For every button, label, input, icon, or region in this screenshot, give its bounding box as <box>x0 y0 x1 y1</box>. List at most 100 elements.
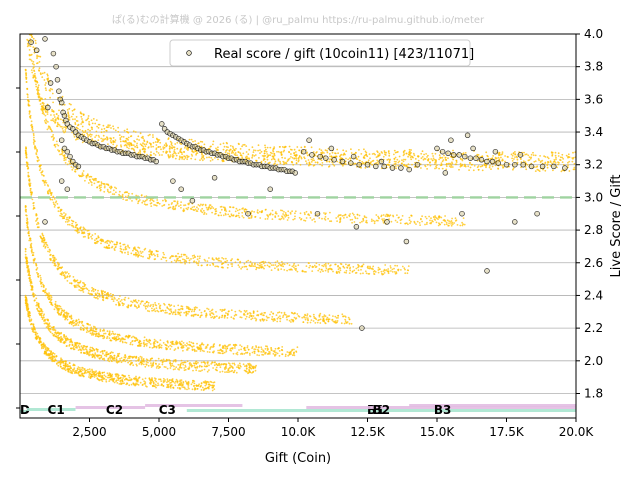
bg-point <box>180 147 183 150</box>
bg-point <box>39 274 42 277</box>
bg-point <box>175 204 178 207</box>
bg-point <box>244 208 247 211</box>
bg-point <box>380 270 383 273</box>
bg-point <box>79 348 81 351</box>
bg-point <box>377 266 380 269</box>
bg-point <box>450 223 452 225</box>
bg-point <box>40 105 43 108</box>
bg-point <box>87 292 90 295</box>
bg-point <box>191 206 194 209</box>
bg-point <box>152 382 155 385</box>
bg-point <box>311 265 314 268</box>
bg-point <box>344 316 347 318</box>
bg-point <box>114 243 116 246</box>
bg-point <box>223 363 226 365</box>
bg-point <box>107 357 110 360</box>
bg-point <box>88 351 91 354</box>
bg-point <box>246 268 249 271</box>
bg-point <box>79 321 81 323</box>
bg-point <box>171 153 174 156</box>
bg-point <box>260 264 263 266</box>
bg-point <box>26 219 28 222</box>
bg-point <box>295 269 297 272</box>
bg-point <box>61 213 63 216</box>
bg-point <box>54 143 56 146</box>
bg-point <box>71 320 74 323</box>
bg-point <box>197 264 200 267</box>
bg-point <box>384 215 387 218</box>
bg-point <box>327 269 329 271</box>
bg-point <box>246 346 249 349</box>
bg-point <box>143 382 146 385</box>
bg-point <box>111 358 114 360</box>
bg-point <box>24 250 27 253</box>
bg-point <box>295 350 297 353</box>
bg-point <box>56 261 59 264</box>
bg-point <box>130 378 133 381</box>
bg-point <box>205 387 208 390</box>
bg-point <box>241 266 244 269</box>
bg-point <box>448 165 451 168</box>
bg-point <box>67 338 70 341</box>
bg-point <box>86 288 89 291</box>
bg-point <box>242 207 244 210</box>
bg-point <box>27 230 30 233</box>
bg-point <box>108 293 110 296</box>
bg-point <box>41 312 43 315</box>
bg-point <box>344 320 347 323</box>
bg-point <box>369 157 371 160</box>
bg-point <box>157 303 160 305</box>
bg-point <box>209 204 212 207</box>
bg-point <box>61 125 63 128</box>
bg-point <box>394 156 397 159</box>
bg-point <box>127 306 129 309</box>
bg-point <box>193 310 196 313</box>
bg-point <box>188 310 191 313</box>
bg-point <box>278 355 281 357</box>
bg-point <box>113 381 116 384</box>
bg-point <box>71 222 74 225</box>
bg-point <box>50 358 53 361</box>
bg-point <box>24 294 27 297</box>
bg-point <box>79 280 82 283</box>
bg-point <box>136 253 139 256</box>
bg-point <box>166 383 169 386</box>
bg-point <box>450 163 452 166</box>
bg-point <box>25 161 28 164</box>
bg-point <box>393 160 396 163</box>
bg-point <box>140 342 143 345</box>
bg-point <box>222 347 225 350</box>
bg-point <box>96 181 99 183</box>
bg-point <box>293 266 295 269</box>
bg-point <box>121 193 124 196</box>
bg-point <box>568 160 571 163</box>
bg-point <box>109 376 111 378</box>
bg-point <box>285 214 288 217</box>
bg-point <box>100 239 102 241</box>
bg-point <box>41 109 44 112</box>
bg-point <box>445 165 448 168</box>
bg-point <box>154 362 157 365</box>
bg-point <box>87 235 90 237</box>
bg-point <box>184 204 187 207</box>
bg-point <box>100 379 102 381</box>
bg-point <box>167 345 170 348</box>
bg-point <box>133 253 135 256</box>
bg-point <box>410 214 413 217</box>
bg-point <box>83 285 86 288</box>
bg-point <box>57 334 60 337</box>
bg-point <box>31 323 33 325</box>
bg-point <box>122 377 124 379</box>
bg-point <box>235 207 238 210</box>
bg-point <box>51 198 54 201</box>
bg-point <box>155 144 158 146</box>
bg-point <box>388 218 390 221</box>
bg-point <box>133 300 136 303</box>
bg-point <box>90 290 93 292</box>
bg-point <box>36 217 39 220</box>
bg-point <box>289 211 292 214</box>
bg-point <box>60 361 63 364</box>
bg-point <box>263 262 265 265</box>
bg-point <box>43 322 46 325</box>
bg-point <box>221 257 224 259</box>
